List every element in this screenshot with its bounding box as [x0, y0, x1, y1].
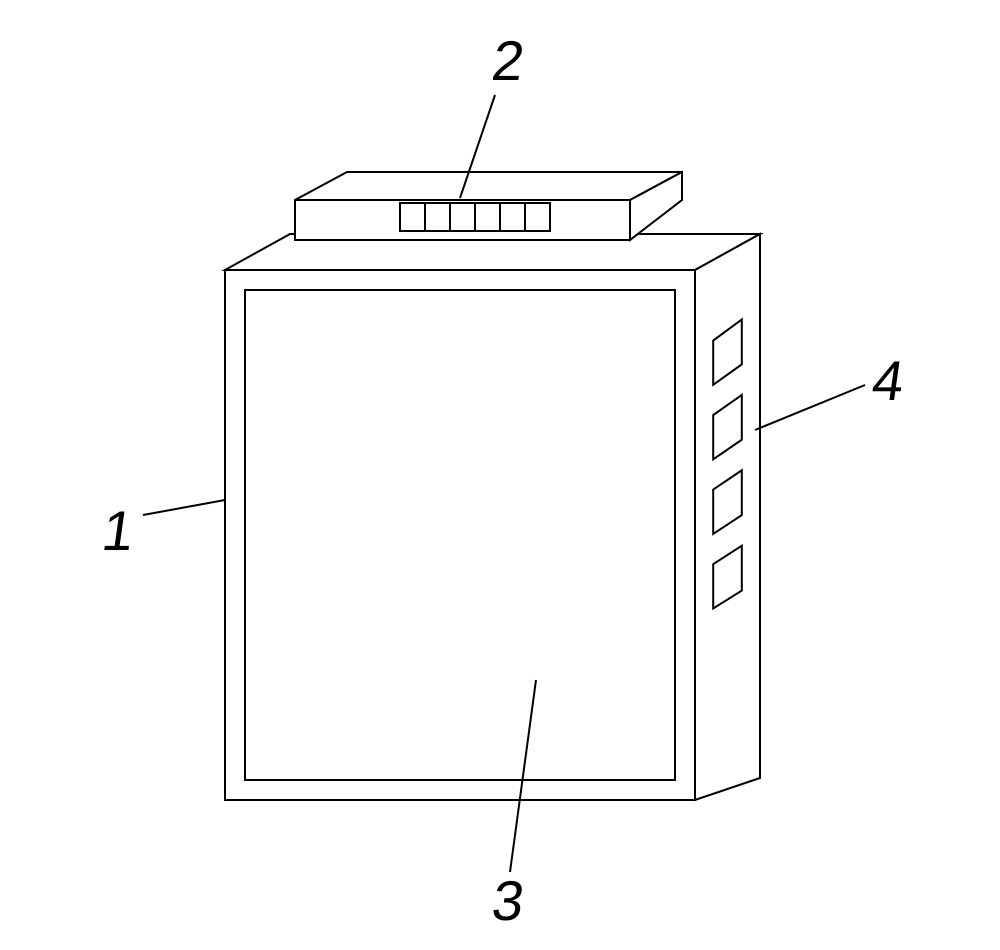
- technical-drawing: 1 2 3 4: [0, 0, 1000, 950]
- callout-label-2: 2: [488, 29, 528, 92]
- callout-label-1: 1: [98, 499, 138, 562]
- callout-label-4: 4: [868, 349, 908, 412]
- callout-label-3: 3: [488, 869, 528, 932]
